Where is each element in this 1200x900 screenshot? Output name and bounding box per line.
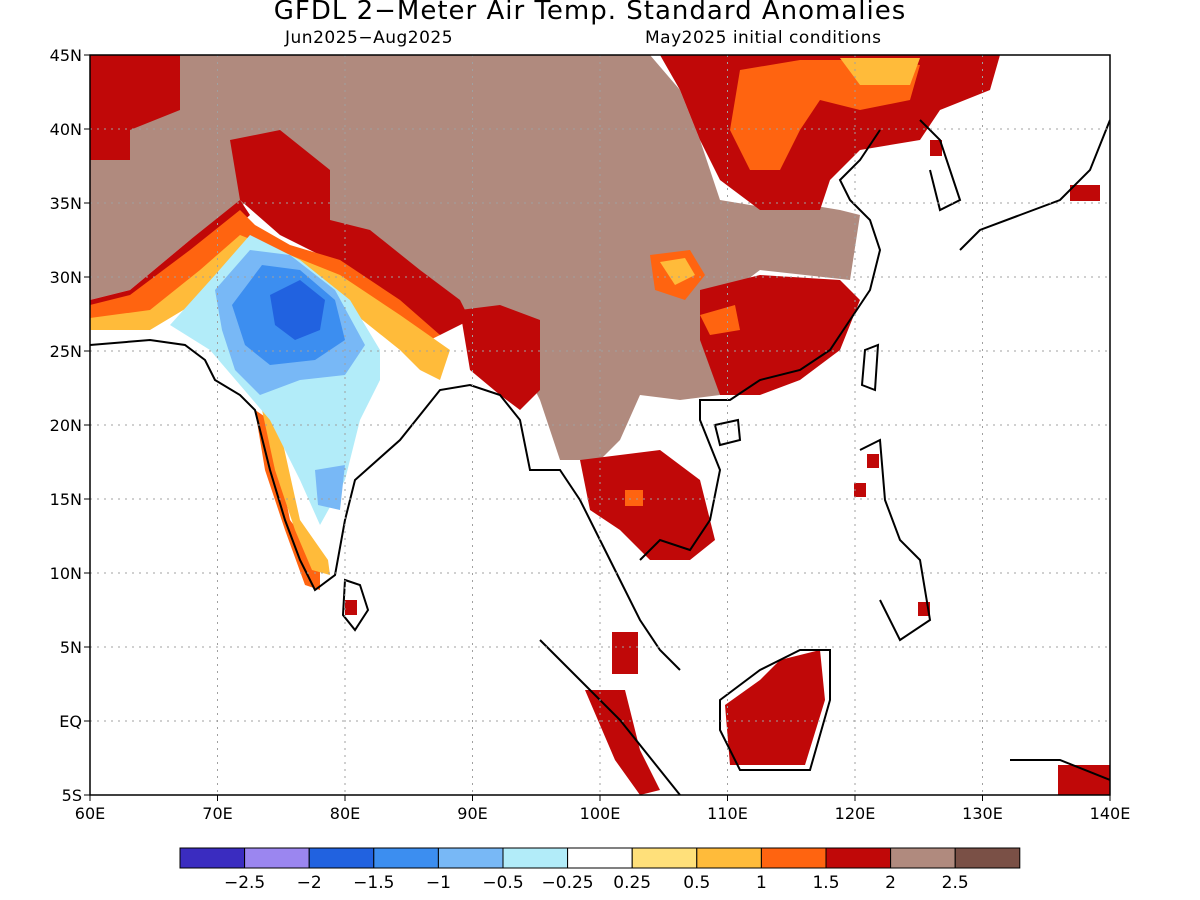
colorbar-label: 1.5 [812,873,839,893]
initial-conditions: May2025 initial conditions [645,28,882,48]
colorbar: −2.5 −2 −1.5 −1 −0.5 −0.25 0.25 0.5 1 1.5 2 2.5 [179,847,1021,893]
colorbar-swatch [825,847,892,869]
lat-tick-label: 15N [50,490,82,509]
coastline-sumatra [539,639,681,795]
anomaly-cell-luzon-b [854,483,866,497]
colorbar-label: 1 [756,873,767,893]
anomaly-cell-luzon-a [867,454,879,468]
lat-tick-label: 35N [50,194,82,213]
map-axes: 60E 70E 80E 90E 100E 110E 120E 130E 140E 45N 40N 35… [50,46,1131,823]
coastline-hainan [713,418,742,447]
anomaly-region-cool-deccan [315,465,345,510]
lat-tick-label: 30N [50,268,82,287]
anomaly-region-coldest-india [270,280,325,340]
colorbar-swatch [437,847,504,869]
lat-tick-label: 20N [50,416,82,435]
colorbar-swatch [696,847,762,869]
anomaly-region-warm-inner-mongolia [840,58,920,85]
lon-tick-label: 140E [1090,804,1131,823]
colorbar-swatch [502,847,569,869]
lat-tick-label: EQ [59,712,82,731]
colorbar-label: −2.5 [224,873,265,893]
colorbar-swatch [890,847,956,869]
lon-tick-label: 80E [330,804,360,823]
anomaly-region-warm-sichuan-core [660,258,695,285]
lon-tick-label: 90E [457,804,487,823]
colorbar-label: 2.5 [942,873,969,893]
coastline-indochina [639,129,882,561]
anomaly-cell-malaya [612,632,638,674]
colorbar-swatch [308,847,375,869]
coastline-south-asia [90,338,681,671]
anomaly-region-positive-northwest [90,55,180,160]
anomaly-cell-warm-cambodia [625,490,643,506]
anomaly-region-positive-borneo [725,650,825,765]
coastline-philippines [859,438,932,642]
anomaly-region-positive-south-china [700,275,860,395]
lat-tick-label: 5N [60,638,82,657]
colorbar-label: −1.5 [353,873,394,893]
anomaly-region-warm-guangxi [700,305,740,335]
colorbar-label: 0.25 [613,873,651,893]
colorbar-swatch [179,847,246,869]
anomaly-region-positive-sumatra [585,690,660,795]
lat-tick-label: 10N [50,564,82,583]
anomaly-shading [90,55,1110,795]
colorbar-label: 0.5 [683,873,710,893]
coastline-borneo [719,649,831,771]
anomaly-region-positive-himalaya [230,130,470,335]
map-gridlines [90,55,1110,795]
anomaly-region-positive-indochina [580,450,715,560]
lon-tick-label: 120E [835,804,876,823]
colorbar-label: −1 [426,873,451,893]
lon-tick-label: 130E [962,804,1003,823]
colorbar-label: 2 [885,873,896,893]
anomaly-region-positive-west-pakistan [90,200,250,320]
colorbar-swatch [373,847,439,869]
colorbar-label: −0.5 [482,873,523,893]
coastline-taiwan [860,343,880,392]
coastline-new-guinea [1010,759,1110,781]
anomaly-cell-japan [1070,185,1100,201]
colorbar-label: −2 [297,873,322,893]
map-title: GFDL 2−Meter Air Temp. Standard Anomalie… [273,0,907,26]
colorbar-swatch [954,847,1021,869]
lat-tick-label: 25N [50,342,82,361]
anomaly-region-warm-north-china [730,60,920,170]
anomaly-region-mild-west-coast [262,410,330,575]
anomaly-cell-korea [930,140,942,156]
lat-tick-label: 5S [62,786,82,805]
coastline-korea [919,119,962,212]
colorbar-swatch [760,847,827,869]
lat-tick-label: 40N [50,120,82,139]
lon-tick-label: 60E [75,804,105,823]
lat-tick-label: 45N [50,46,82,65]
lon-tick-label: 100E [580,804,621,823]
colorbar-swatch [567,847,633,869]
colorbar-swatch [631,847,698,869]
lon-tick-label: 70E [202,804,232,823]
anomaly-region-positive-bangladesh [460,305,540,410]
coastline-sri-lanka [341,578,370,632]
lon-tick-label: 110E [707,804,748,823]
coastline-japan [959,119,1110,251]
colorbar-label: −0.25 [542,873,594,893]
anomaly-cell-sri-lanka [345,600,357,615]
forecast-period: Jun2025−Aug2025 [285,28,454,48]
colorbar-swatch [244,847,310,869]
